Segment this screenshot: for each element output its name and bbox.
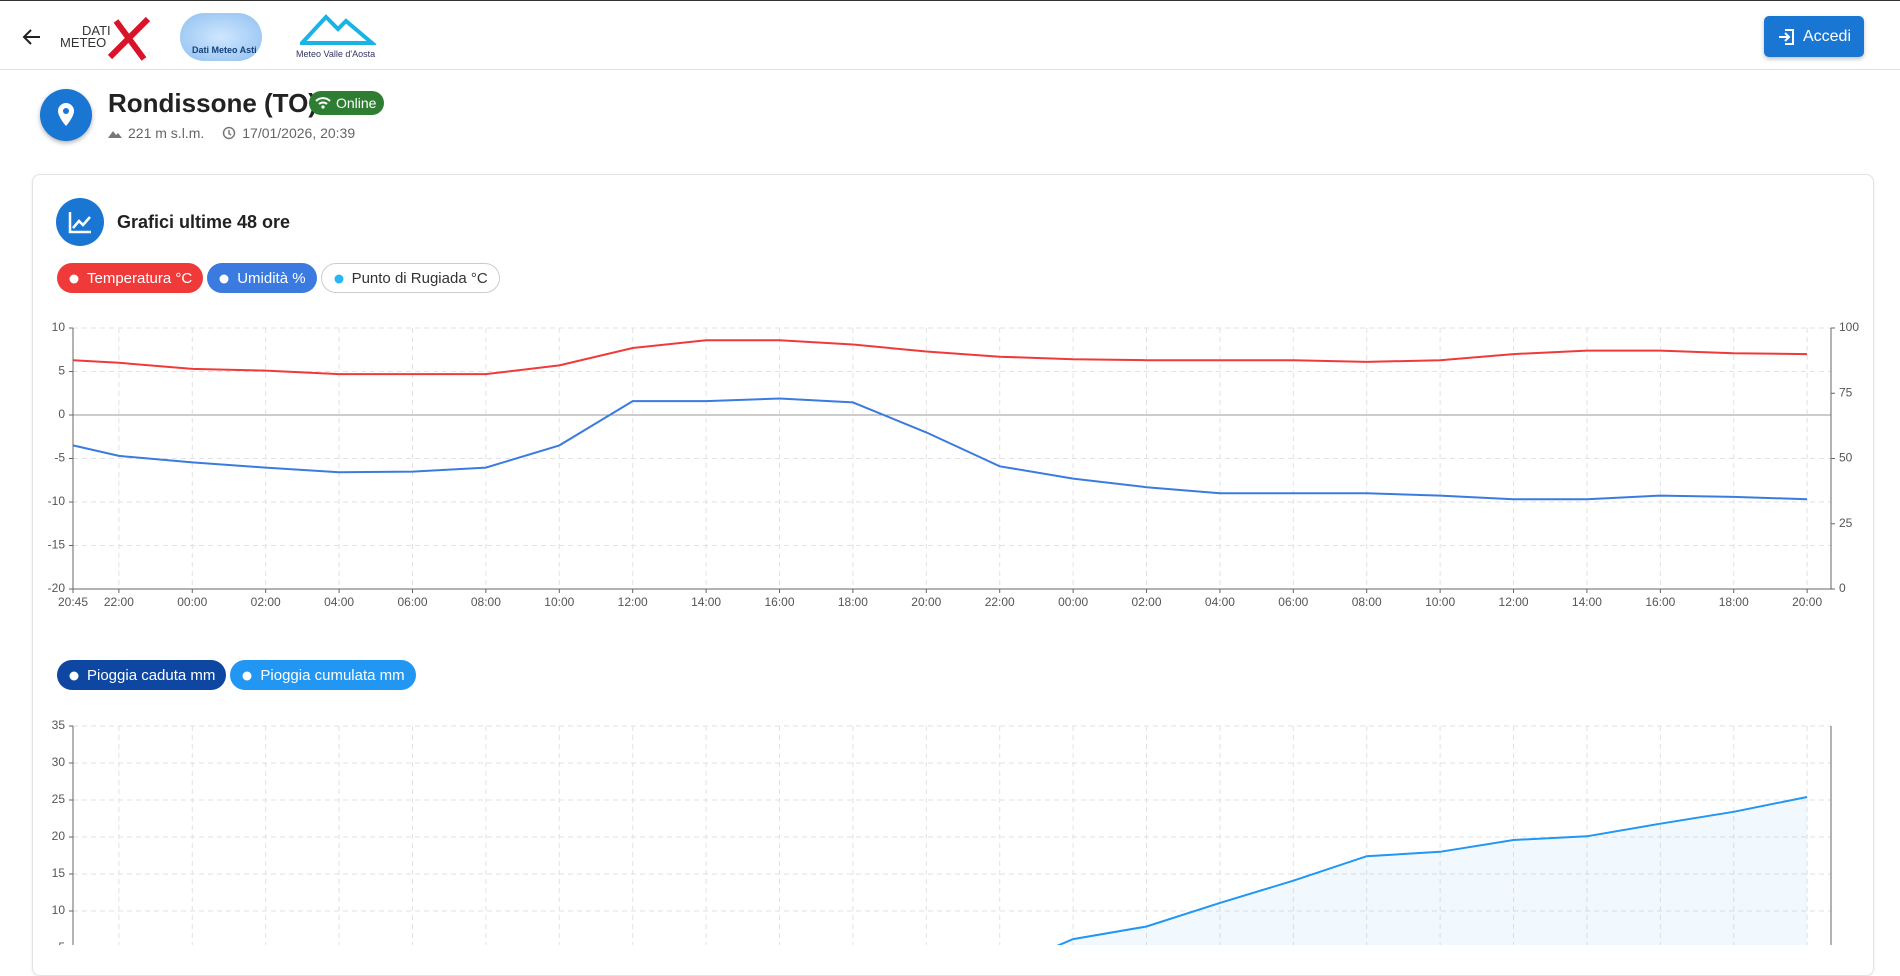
x-tick-label: 10:00 bbox=[1425, 595, 1455, 609]
y-tick-label: 5 bbox=[58, 940, 65, 945]
x-tick-label: 04:00 bbox=[324, 595, 354, 609]
x-tick-label: 18:00 bbox=[1719, 595, 1749, 609]
x-tick-label: 20:00 bbox=[911, 595, 941, 609]
x-tick-label: 06:00 bbox=[1278, 595, 1308, 609]
login-button[interactable]: Accedi bbox=[1764, 16, 1864, 57]
y2-tick-label: 0 bbox=[1839, 581, 1846, 595]
x-tick-label: 22:00 bbox=[985, 595, 1015, 609]
legend-icon bbox=[334, 274, 344, 284]
y-tick-label: 0 bbox=[58, 407, 65, 421]
x-tick-label: 22:00 bbox=[104, 595, 134, 609]
y-tick-label: 5 bbox=[58, 364, 65, 378]
station-icon bbox=[40, 89, 92, 141]
y-tick-label: 20 bbox=[52, 829, 66, 843]
y-tick-label: 15 bbox=[52, 866, 66, 880]
x-tick-label: 12:00 bbox=[1499, 595, 1529, 609]
legend-toggle[interactable]: Umidità % bbox=[207, 263, 317, 293]
area bbox=[1059, 797, 1808, 945]
status-badge: Online bbox=[309, 91, 385, 115]
y-tick-label: -10 bbox=[48, 494, 66, 508]
x-tick-label: 18:00 bbox=[838, 595, 868, 609]
line bbox=[72, 339, 1808, 376]
station-name: Rondissone (TO) bbox=[108, 88, 317, 118]
logo-mountain bbox=[300, 14, 376, 45]
line bbox=[72, 397, 1808, 501]
updated: 17/01/2026, 20:39 bbox=[242, 125, 356, 141]
logo-aosta[interactable]: Meteo Valle d'Aosta bbox=[296, 13, 382, 61]
altitude: 221 m s.l.m. bbox=[128, 125, 205, 141]
logo-datimeteo[interactable]: DATI METEO bbox=[60, 15, 152, 61]
logo-text: Dati Meteo Asti bbox=[192, 45, 257, 55]
y-tick-label: -5 bbox=[54, 451, 65, 465]
logo-text: DATI bbox=[82, 23, 111, 38]
y-tick-label: -15 bbox=[48, 538, 66, 552]
y-tick-label: -20 bbox=[48, 581, 66, 595]
station-meta: 221 m s.l.m. 17/01/2026, 20:39 bbox=[108, 125, 355, 141]
legend-icon bbox=[69, 274, 79, 284]
x-tick-label: 08:00 bbox=[1352, 595, 1382, 609]
y2-tick-label: 75 bbox=[1839, 385, 1853, 399]
x-tick-label: 20:45 bbox=[58, 595, 88, 609]
logo-text: METEO bbox=[60, 35, 107, 50]
legend-label: Punto di Rugiada °C bbox=[351, 269, 488, 287]
legend-label: Pioggia cumulata mm bbox=[260, 666, 405, 684]
legend-toggle[interactable]: Punto di Rugiada °C bbox=[320, 263, 500, 293]
legend-toggle[interactable]: Temperatura °C bbox=[57, 263, 204, 293]
status-text: Online bbox=[336, 95, 377, 111]
chart: 0510152025303520:4522:0000:0002:0004:000… bbox=[52, 718, 1832, 945]
x-tick-label: 14:00 bbox=[691, 595, 721, 609]
x-tick-label: 14:00 bbox=[1572, 595, 1602, 609]
login-label: Accedi bbox=[1802, 27, 1852, 45]
y-tick-label: 10 bbox=[52, 903, 66, 917]
x-tick-label: 00:00 bbox=[1058, 595, 1088, 609]
logo-text: Meteo Valle d'Aosta bbox=[296, 49, 376, 59]
panel-title: Grafici ultime 48 ore bbox=[117, 212, 291, 232]
y-tick-label: 35 bbox=[52, 718, 66, 732]
y2-tick-label: 50 bbox=[1839, 451, 1853, 465]
y-tick-label: 30 bbox=[52, 755, 66, 769]
logo-x bbox=[107, 16, 151, 61]
login-icon bbox=[1778, 28, 1794, 45]
x-tick-label: 02:00 bbox=[1132, 595, 1162, 609]
x-tick-label: 06:00 bbox=[397, 595, 427, 609]
x-tick-label: 12:00 bbox=[618, 595, 648, 609]
y2-tick-label: 100 bbox=[1839, 320, 1859, 334]
x-tick-label: 08:00 bbox=[471, 595, 501, 609]
y-tick-label: 10 bbox=[52, 320, 66, 334]
y2-tick-label: 25 bbox=[1839, 516, 1853, 530]
legend-toggle[interactable]: Pioggia cumulata mm bbox=[230, 660, 416, 690]
x-tick-label: 00:00 bbox=[177, 595, 207, 609]
legend-icon bbox=[219, 274, 229, 284]
legend-label: Umidità % bbox=[237, 269, 306, 287]
x-tick-label: 02:00 bbox=[251, 595, 281, 609]
x-tick-label: 04:00 bbox=[1205, 595, 1235, 609]
x-tick-label: 16:00 bbox=[1645, 595, 1675, 609]
line bbox=[1056, 796, 1808, 945]
legend-label: Temperatura °C bbox=[87, 269, 193, 287]
legend-label: Pioggia caduta mm bbox=[87, 666, 216, 684]
back-button[interactable] bbox=[20, 25, 44, 49]
legend-icon bbox=[69, 671, 79, 681]
x-tick-label: 16:00 bbox=[764, 595, 794, 609]
panel-icon bbox=[56, 198, 104, 246]
x-tick-label: 10:00 bbox=[544, 595, 574, 609]
legend-icon bbox=[242, 671, 252, 681]
x-tick-label: 20:00 bbox=[1792, 595, 1822, 609]
y-tick-label: 25 bbox=[52, 792, 66, 806]
logo-asti[interactable]: Dati Meteo Asti bbox=[180, 13, 262, 61]
legend-toggle[interactable]: Pioggia caduta mm bbox=[57, 660, 227, 690]
app-bar: DATI METEO Dati Meteo Asti Meteo Valle d… bbox=[0, 0, 1900, 70]
